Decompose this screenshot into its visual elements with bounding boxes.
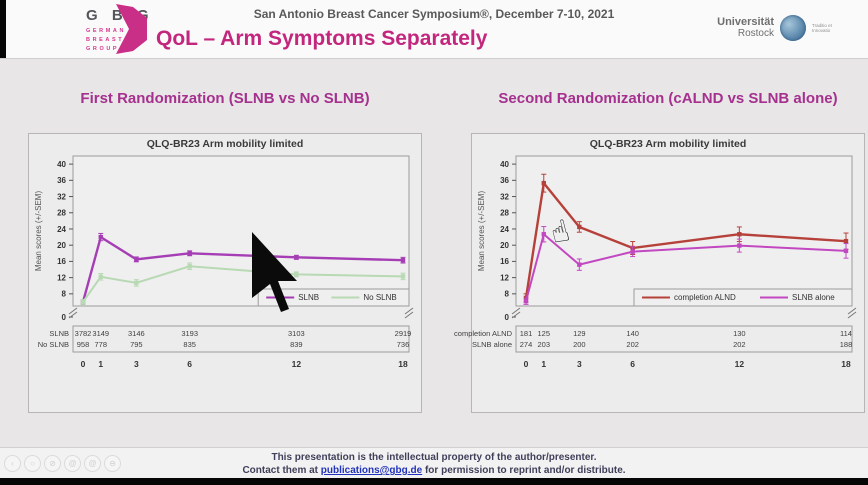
- svg-text:130: 130: [733, 329, 746, 338]
- svg-text:40: 40: [57, 160, 66, 169]
- svg-text:8: 8: [62, 290, 67, 299]
- chart-panel-second-randomization: QLQ-BR23 Arm mobility limited Mean scores…: [454, 133, 865, 413]
- ghost-at-icon[interactable]: @: [64, 455, 81, 472]
- gbg-logo-subtitle: GERMAN BREAST GROUP: [86, 28, 127, 52]
- university-logo: Universität Rostock Traditio et Innovati…: [717, 15, 846, 41]
- svg-text:No SLNB: No SLNB: [38, 340, 69, 349]
- svg-text:274: 274: [520, 340, 533, 349]
- svg-text:16: 16: [57, 257, 66, 266]
- svg-text:188: 188: [840, 340, 853, 349]
- svg-text:12: 12: [735, 359, 745, 369]
- qol-chart-slnb-vs-no-slnb: QLQ-BR23 Arm mobility limited Mean scores…: [34, 138, 414, 369]
- svg-text:203: 203: [538, 340, 551, 349]
- svg-text:3782: 3782: [75, 329, 92, 338]
- university-seal-icon: [780, 15, 806, 41]
- svg-text:12: 12: [57, 273, 66, 282]
- svg-text:16: 16: [500, 257, 509, 266]
- svg-text:18: 18: [398, 359, 408, 369]
- svg-text:736: 736: [397, 340, 410, 349]
- svg-text:1: 1: [541, 359, 546, 369]
- svg-text:Mean scores (+/-SEM): Mean scores (+/-SEM): [34, 191, 43, 272]
- qol-chart-calnd-vs-slnb-alone: QLQ-BR23 Arm mobility limited Mean scores…: [454, 138, 857, 369]
- section-heading-second-randomization: Second Randomization (cALND vs SLNB alon…: [498, 90, 838, 107]
- svg-text:32: 32: [57, 192, 66, 201]
- svg-text:12: 12: [292, 359, 302, 369]
- svg-text:958: 958: [77, 340, 90, 349]
- ghost-slash-icon[interactable]: ⊘: [44, 455, 61, 472]
- svg-text:140: 140: [626, 329, 639, 338]
- svg-text:Mean scores (+/-SEM): Mean scores (+/-SEM): [477, 191, 486, 272]
- svg-text:202: 202: [733, 340, 746, 349]
- svg-text:0: 0: [81, 359, 86, 369]
- svg-text:36: 36: [57, 176, 66, 185]
- svg-text:0: 0: [62, 313, 67, 322]
- svg-text:SLNB: SLNB: [298, 293, 319, 302]
- svg-text:778: 778: [95, 340, 108, 349]
- screen-edge-bottom: [0, 478, 868, 485]
- svg-text:12: 12: [500, 273, 509, 282]
- footer-disclaimer: This presentation is the intellectual pr…: [0, 447, 868, 478]
- svg-text:3193: 3193: [181, 329, 198, 338]
- university-name: Universität Rostock: [717, 15, 774, 39]
- svg-text:795: 795: [130, 340, 143, 349]
- svg-text:3149: 3149: [92, 329, 109, 338]
- conference-name: San Antonio Breast Cancer Symposium®, De…: [253, 7, 615, 21]
- section-heading-first-randomization: First Randomization (SLNB vs No SLNB): [80, 90, 370, 107]
- ghost-minus-icon[interactable]: ⊖: [104, 455, 121, 472]
- chart-panel-first-randomization: QLQ-BR23 Arm mobility limited Mean scores…: [28, 133, 422, 413]
- svg-text:20: 20: [57, 241, 66, 250]
- svg-text:QLQ-BR23 Arm mobility limited: QLQ-BR23 Arm mobility limited: [590, 138, 747, 150]
- svg-text:QLQ-BR23 Arm mobility limited: QLQ-BR23 Arm mobility limited: [147, 138, 304, 150]
- page-title: QoL – Arm Symptoms Separately: [156, 27, 488, 50]
- svg-text:40: 40: [500, 160, 509, 169]
- publications-email-link[interactable]: publications@gbg.de: [320, 465, 423, 476]
- slide-header: G B G GERMAN BREAST GROUP San Antonio Br…: [0, 0, 868, 59]
- ghost-back-icon[interactable]: ‹: [4, 455, 21, 472]
- svg-text:3: 3: [134, 359, 139, 369]
- screen-edge-left: [0, 0, 6, 58]
- svg-text:SLNB alone: SLNB alone: [792, 293, 835, 302]
- svg-text:2919: 2919: [395, 329, 412, 338]
- svg-text:18: 18: [841, 359, 851, 369]
- ghost-toolbar: ‹ ○ ⊘ @ @ ⊖: [4, 455, 121, 472]
- ghost-circle-icon[interactable]: ○: [24, 455, 41, 472]
- svg-text:8: 8: [505, 290, 510, 299]
- svg-text:20: 20: [500, 241, 509, 250]
- svg-text:36: 36: [500, 176, 509, 185]
- svg-text:SLNB alone: SLNB alone: [472, 340, 512, 349]
- svg-text:202: 202: [626, 340, 639, 349]
- footer-line2: Contact them at publications@gbg.de for …: [242, 465, 626, 476]
- svg-text:200: 200: [573, 340, 586, 349]
- svg-text:28: 28: [57, 209, 66, 218]
- svg-text:835: 835: [183, 340, 196, 349]
- svg-text:0: 0: [505, 313, 510, 322]
- svg-text:114: 114: [840, 329, 852, 338]
- svg-text:No SLNB: No SLNB: [363, 293, 396, 302]
- svg-text:1: 1: [98, 359, 103, 369]
- svg-text:completion ALND: completion ALND: [674, 293, 736, 302]
- svg-text:3: 3: [577, 359, 582, 369]
- svg-text:6: 6: [630, 359, 635, 369]
- svg-text:SLNB: SLNB: [49, 329, 69, 338]
- svg-text:6: 6: [187, 359, 192, 369]
- svg-text:24: 24: [57, 225, 66, 234]
- svg-text:32: 32: [500, 192, 509, 201]
- svg-text:125: 125: [538, 329, 551, 338]
- svg-text:24: 24: [500, 225, 509, 234]
- svg-text:3146: 3146: [128, 329, 145, 338]
- svg-text:181: 181: [520, 329, 533, 338]
- footer-line1: This presentation is the intellectual pr…: [271, 452, 597, 463]
- svg-text:129: 129: [573, 329, 586, 338]
- svg-text:completion ALND: completion ALND: [454, 329, 513, 338]
- svg-text:839: 839: [290, 340, 303, 349]
- svg-text:28: 28: [500, 209, 509, 218]
- ghost-at2-icon[interactable]: @: [84, 455, 101, 472]
- svg-text:0: 0: [524, 359, 529, 369]
- svg-text:3103: 3103: [288, 329, 305, 338]
- university-motto: Traditio et Innovatio: [812, 22, 832, 33]
